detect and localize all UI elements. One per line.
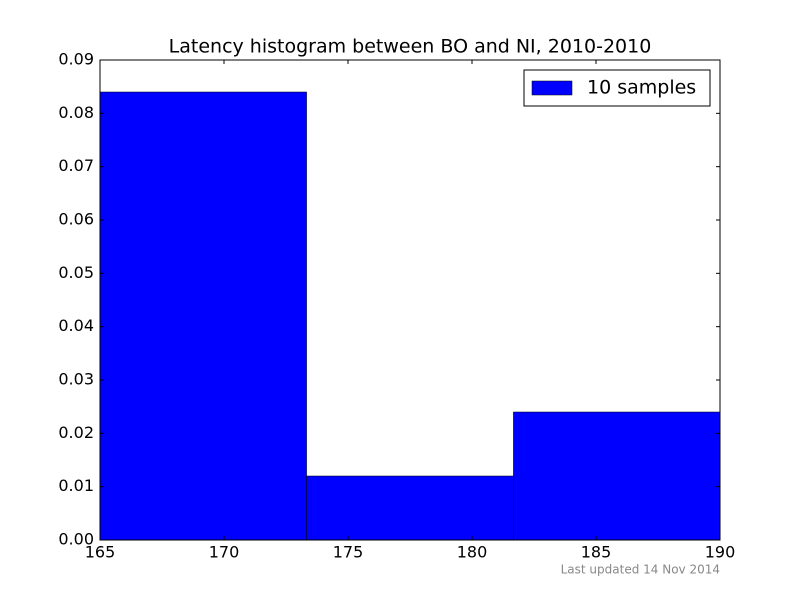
y-tick-label: 0.00	[58, 530, 94, 549]
x-tick-label: 185	[581, 543, 612, 562]
x-tick-label: 180	[457, 543, 488, 562]
x-tick-label: 165	[85, 543, 116, 562]
x-tick-label: 175	[333, 543, 364, 562]
y-tick-label: 0.06	[58, 210, 94, 229]
y-tick-label: 0.09	[58, 50, 94, 69]
x-tick-label: 190	[705, 543, 736, 562]
y-tick-label: 0.02	[58, 423, 94, 442]
plot-frame	[99, 59, 721, 541]
histogram-bar	[513, 411, 721, 541]
legend-swatch	[531, 80, 573, 96]
y-tick-label: 0.01	[58, 476, 94, 495]
histogram-bar	[99, 91, 307, 541]
y-tick-label: 0.07	[58, 156, 94, 175]
chart-title: Latency histogram between BO and NI, 201…	[169, 36, 652, 58]
legend-label: 10 samples	[587, 77, 696, 99]
x-tick-label: 170	[209, 543, 240, 562]
y-tick-label: 0.04	[58, 316, 94, 335]
histogram-bar	[306, 475, 514, 541]
y-tick-label: 0.03	[58, 370, 94, 389]
annotation: Last updated 14 Nov 2014	[561, 563, 720, 577]
y-tick-label: 0.05	[58, 263, 94, 282]
y-tick-label: 0.08	[58, 103, 94, 122]
